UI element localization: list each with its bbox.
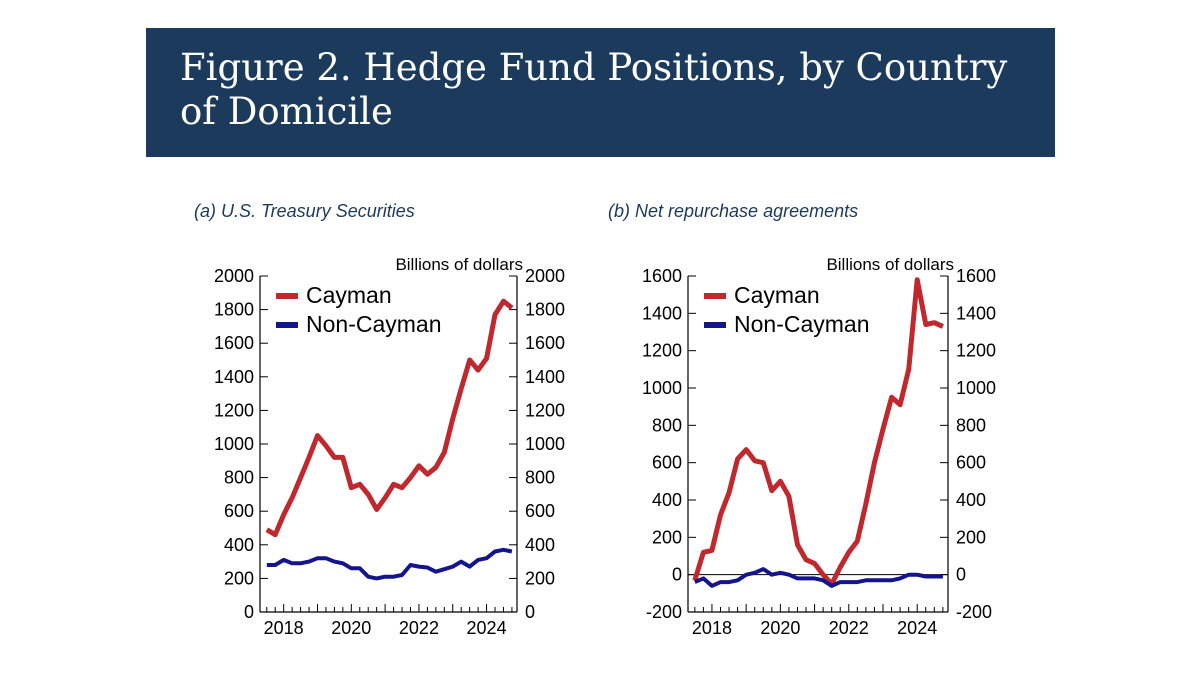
panel-b-xtick-label: 2024 [897,618,937,638]
panel-a-ytick-label-right: 800 [525,468,555,488]
panel-a-ytick-label-left: 1600 [214,333,254,353]
figure-title-banner: Figure 2. Hedge Fund Positions, by Count… [146,28,1055,157]
panel-a-ytick-label-left: 800 [224,468,254,488]
panel-b-ytick-label-right: 600 [956,453,986,473]
panel-a-xtick-label: 2020 [331,618,371,638]
panel-b-ytick-label-left: 800 [652,415,682,435]
panel-b-ytick-label-left: 600 [652,453,682,473]
panel-b-ytick-label-left: 400 [652,490,682,510]
panel-b-ytick-label-right: -200 [956,602,992,622]
panel-a-ytick-label-right: 600 [525,501,555,521]
panel-a-ytick-label-right: 2000 [525,266,565,286]
panel-a-ytick-label-left: 400 [224,535,254,555]
panel-a-ytick-label-right: 1000 [525,434,565,454]
panel-b-ytick-label-left: 200 [652,527,682,547]
panel-a-ytick-label-right: 0 [525,602,535,622]
panel-b-subtitle: (b) Net repurchase agreements [608,201,859,221]
panel-b-ytick-label-left: -200 [646,602,682,622]
panel-b-legend-label-cayman: Cayman [734,282,820,308]
panel-b-ytick-label-left: 0 [672,565,682,585]
panel-b-ytick-label-right: 200 [956,527,986,547]
panel-b-ytick-label-right: 1200 [956,341,996,361]
panel-a-ytick-label-left: 1800 [214,300,254,320]
panel-a-xtick-label: 2018 [264,618,304,638]
panel-a-ytick-label-left: 1200 [214,400,254,420]
panel-a-ytick-label-right: 1400 [525,367,565,387]
panel-b-ytick-label-right: 1400 [956,303,996,323]
panel-a-ytick-label-left: 600 [224,501,254,521]
panel-b-ytick-label-left: 1600 [642,266,682,286]
panel-a-unit-label: Billions of dollars [395,255,523,274]
panel-b-ytick-label-left: 1000 [642,378,682,398]
panel-a-series-cayman [265,298,514,538]
panel-a-ytick-label-right: 400 [525,535,555,555]
panel-b-xtick-label: 2022 [829,618,869,638]
figure-title: Figure 2. Hedge Fund Positions, by Count… [180,46,1008,133]
panel-a-ytick-label-right: 1800 [525,300,565,320]
panel-a-ytick-label-left: 1000 [214,434,254,454]
panel-b-ytick-label-right: 800 [956,415,986,435]
panel-b-xtick-label: 2020 [760,618,800,638]
panel-b-ytick-label-left: 1200 [642,341,682,361]
panel-b-ytick-label-right: 1600 [956,266,996,286]
panel-a-ytick-label-left: 200 [224,568,254,588]
panel-a-ytick-label-left: 1400 [214,367,254,387]
panel-a-ytick-label-left: 2000 [214,266,254,286]
panel-b-ytick-label-right: 400 [956,490,986,510]
panel-a-legend-label-non-cayman: Non-Cayman [306,311,442,337]
panel-b-unit-label: Billions of dollars [826,255,954,274]
panel-b-ytick-label-left: 1400 [642,303,682,323]
panel-a-legend-label-cayman: Cayman [306,282,392,308]
panel-b-series-non-cayman [694,567,943,588]
panel-b-series-cayman [692,277,944,587]
panel-b-legend-label-non-cayman: Non-Cayman [734,311,870,337]
panel-a-ytick-label-right: 1200 [525,400,565,420]
panel-a-xtick-label: 2024 [467,618,507,638]
panel-a-xtick-label: 2022 [399,618,439,638]
panel-a-ytick-label-right: 1600 [525,333,565,353]
panel-b-ytick-label-right: 0 [956,565,966,585]
panel-a-subtitle: (a) U.S. Treasury Securities [194,201,415,221]
panel-a-ytick-label-left: 0 [244,602,254,622]
panel-b-ytick-label-right: 1000 [956,378,996,398]
panel-a-ytick-label-right: 200 [525,568,555,588]
panel-b-xtick-label: 2018 [692,618,732,638]
panel-a-series-non-cayman [266,547,513,581]
